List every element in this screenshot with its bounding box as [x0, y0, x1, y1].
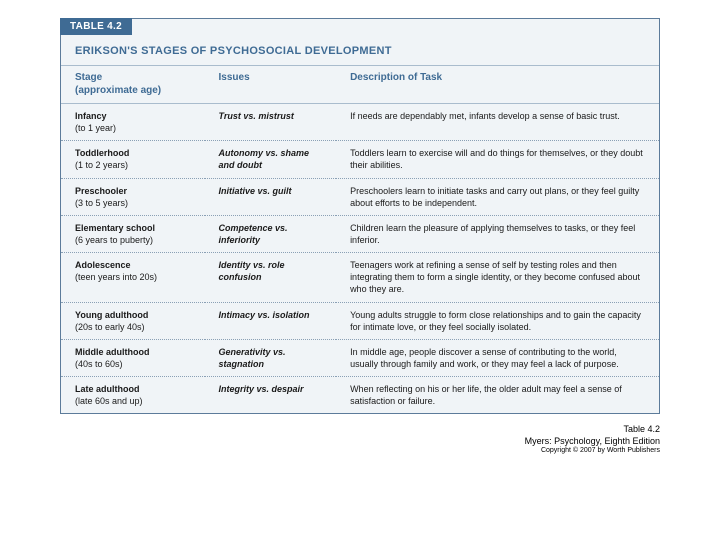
table-row: Late adulthood (late 60s and up) Integrity… — [61, 377, 659, 414]
cell-stage: Preschooler (3 to 5 years) — [61, 178, 205, 215]
stage-name: Preschooler — [75, 186, 127, 196]
cell-description: Teenagers work at refining a sense of se… — [336, 253, 659, 302]
cell-issue: Generativity vs. stagnation — [205, 339, 337, 376]
stage-name: Infancy — [75, 111, 107, 121]
table-row: Middle adulthood (40s to 60s) Generativity… — [61, 339, 659, 376]
col-stage-sub: (approximate age) — [75, 85, 161, 96]
stage-name: Elementary school — [75, 223, 155, 233]
stage-age: (teen years into 20s) — [75, 272, 157, 282]
table-row: Toddlerhood (1 to 2 years) Autonomy vs. sh… — [61, 141, 659, 178]
table-row: Adolescence (teen years into 20s) Identity… — [61, 253, 659, 302]
table-row: Elementary school (6 years to puberty) Com… — [61, 215, 659, 252]
cell-stage: Infancy (to 1 year) — [61, 104, 205, 141]
caption-line-1: Table 4.2 — [60, 424, 660, 435]
table-row: Young adulthood (20s to early 40s) Intimac… — [61, 302, 659, 339]
stage-name: Middle adulthood — [75, 347, 150, 357]
table-number-badge: TABLE 4.2 — [60, 18, 132, 35]
col-header-desc: Description of Task — [336, 66, 659, 104]
cell-issue: Autonomy vs. shame and doubt — [205, 141, 337, 178]
stage-name: Adolescence — [75, 260, 131, 270]
stage-age: (6 years to puberty) — [75, 235, 153, 245]
cell-description: In middle age, people discover a sense o… — [336, 339, 659, 376]
cell-description: Young adults struggle to form close rela… — [336, 302, 659, 339]
col-stage-label: Stage — [75, 72, 102, 83]
cell-issue: Trust vs. mistrust — [205, 104, 337, 141]
table-panel: TABLE 4.2 ERIKSON'S STAGES OF PSYCHOSOCI… — [60, 18, 660, 414]
cell-issue: Identity vs. role confusion — [205, 253, 337, 302]
stages-table: Stage (approximate age) Issues Descripti… — [61, 66, 659, 413]
caption-line-3: Copyright © 2007 by Worth Publishers — [60, 447, 660, 456]
cell-stage: Middle adulthood (40s to 60s) — [61, 339, 205, 376]
cell-description: Children learn the pleasure of applying … — [336, 215, 659, 252]
cell-stage: Adolescence (teen years into 20s) — [61, 253, 205, 302]
table-row: Preschooler (3 to 5 years) Initiative vs. … — [61, 178, 659, 215]
col-header-stage: Stage (approximate age) — [61, 66, 205, 104]
stage-age: (to 1 year) — [75, 123, 116, 133]
header-row: Stage (approximate age) Issues Descripti… — [61, 66, 659, 104]
cell-description: Toddlers learn to exercise will and do t… — [336, 141, 659, 178]
stage-name: Toddlerhood — [75, 148, 129, 158]
stage-age: (20s to early 40s) — [75, 322, 145, 332]
stage-name: Young adulthood — [75, 310, 148, 320]
col-header-issues: Issues — [205, 66, 337, 104]
stage-age: (1 to 2 years) — [75, 160, 128, 170]
cell-issue: Competence vs. inferiority — [205, 215, 337, 252]
stage-age: (late 60s and up) — [75, 396, 143, 406]
caption-line-2: Myers: Psychology, Eighth Edition — [60, 436, 660, 447]
stage-age: (3 to 5 years) — [75, 198, 128, 208]
table-title: ERIKSON'S STAGES OF PSYCHOSOCIAL DEVELOP… — [61, 35, 659, 66]
figure-caption: Table 4.2 Myers: Psychology, Eighth Edit… — [60, 424, 660, 455]
table-row: Infancy (to 1 year) Trust vs. mistrustIf n… — [61, 104, 659, 141]
cell-stage: Elementary school (6 years to puberty) — [61, 215, 205, 252]
cell-description: When reflecting on his or her life, the … — [336, 377, 659, 414]
stage-name: Late adulthood — [75, 384, 140, 394]
cell-issue: Initiative vs. guilt — [205, 178, 337, 215]
cell-issue: Integrity vs. despair — [205, 377, 337, 414]
cell-description: If needs are dependably met, infants dev… — [336, 104, 659, 141]
cell-stage: Toddlerhood (1 to 2 years) — [61, 141, 205, 178]
cell-description: Preschoolers learn to initiate tasks and… — [336, 178, 659, 215]
cell-stage: Late adulthood (late 60s and up) — [61, 377, 205, 414]
cell-stage: Young adulthood (20s to early 40s) — [61, 302, 205, 339]
cell-issue: Intimacy vs. isolation — [205, 302, 337, 339]
stage-age: (40s to 60s) — [75, 359, 123, 369]
